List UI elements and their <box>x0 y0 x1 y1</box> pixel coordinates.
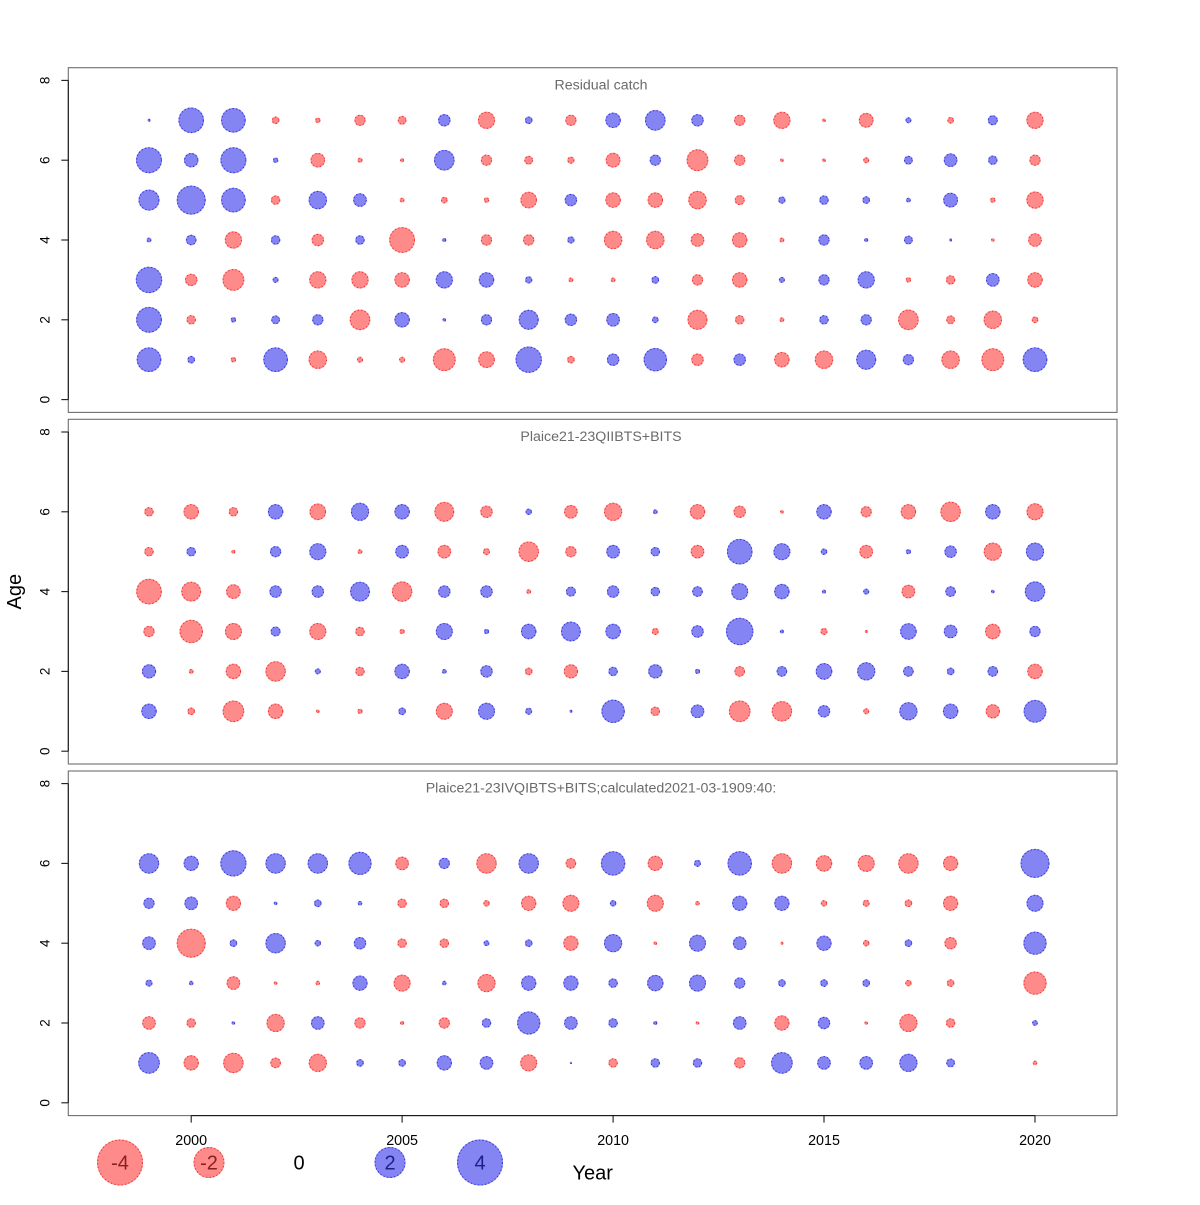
svg-text:0: 0 <box>37 1099 52 1107</box>
svg-text:8: 8 <box>37 780 52 788</box>
svg-text:6: 6 <box>37 508 52 516</box>
svg-text:2010: 2010 <box>597 1133 629 1149</box>
svg-text:4: 4 <box>37 236 52 244</box>
svg-text:0: 0 <box>37 396 52 404</box>
svg-text:0: 0 <box>293 1153 304 1175</box>
svg-text:-2: -2 <box>200 1153 218 1175</box>
svg-text:2: 2 <box>384 1153 395 1175</box>
svg-text:2: 2 <box>37 668 52 676</box>
svg-text:0: 0 <box>37 747 52 755</box>
svg-text:2: 2 <box>37 1019 52 1027</box>
svg-text:2020: 2020 <box>1019 1133 1051 1149</box>
svg-text:Plaice21-23QIIBTS+BITS: Plaice21-23QIIBTS+BITS <box>520 429 681 445</box>
svg-text:2000: 2000 <box>175 1133 207 1149</box>
svg-text:6: 6 <box>37 156 52 164</box>
svg-text:2015: 2015 <box>808 1133 840 1149</box>
svg-text:4: 4 <box>37 587 52 595</box>
svg-text:4: 4 <box>37 939 52 947</box>
svg-text:4: 4 <box>474 1153 485 1175</box>
svg-text:2005: 2005 <box>386 1133 418 1149</box>
svg-text:Age: Age <box>4 574 26 610</box>
svg-text:Residual catch: Residual catch <box>554 77 647 93</box>
svg-text:2: 2 <box>37 316 52 324</box>
svg-text:Plaice21-23IVQIBTS+BITS;calcul: Plaice21-23IVQIBTS+BITS;calculated2021-0… <box>426 781 777 797</box>
svg-text:Year: Year <box>572 1163 613 1185</box>
svg-text:8: 8 <box>37 77 52 85</box>
svg-text:8: 8 <box>37 428 52 436</box>
svg-text:-4: -4 <box>111 1153 129 1175</box>
svg-text:6: 6 <box>37 860 52 868</box>
